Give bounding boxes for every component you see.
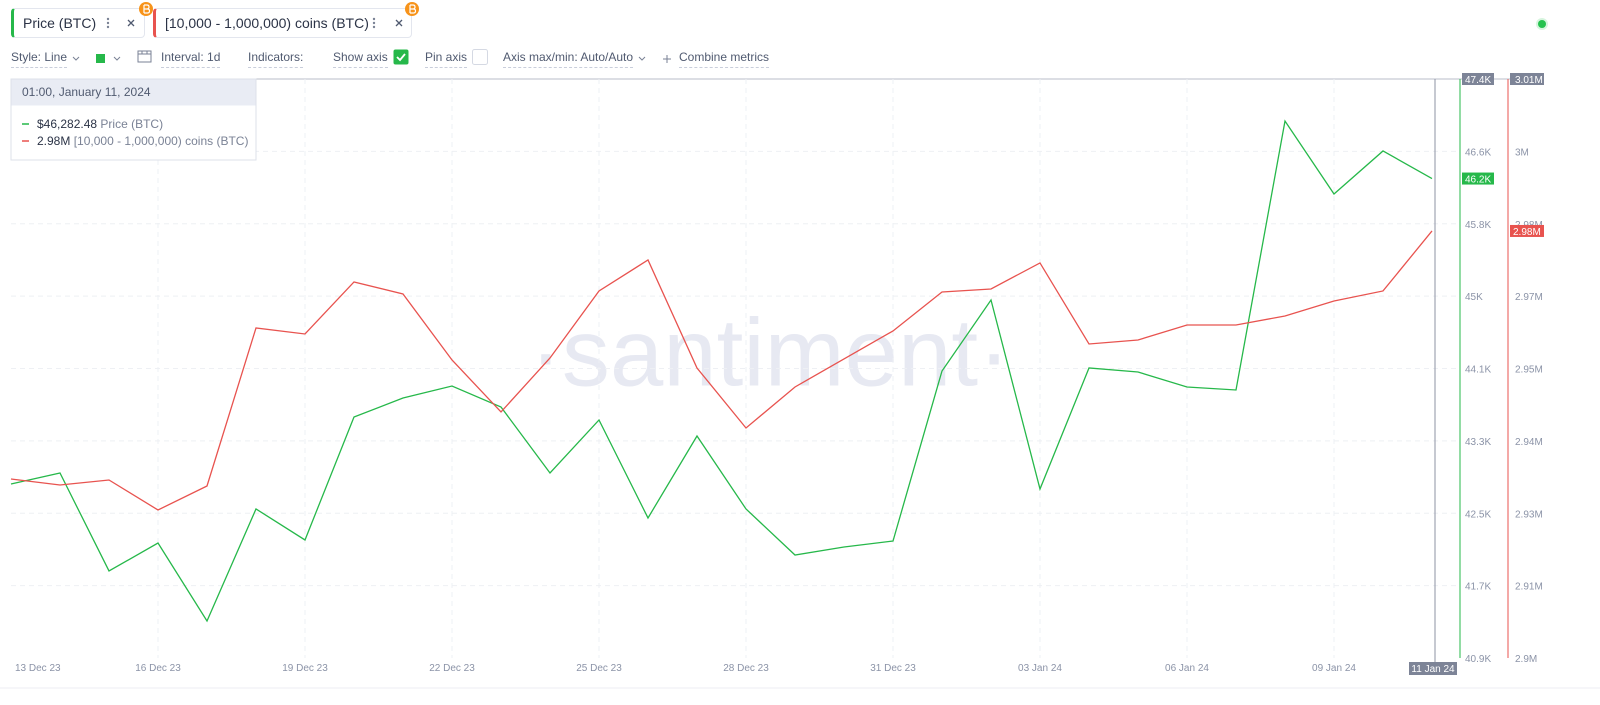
current-value-label: 46.2K (1465, 175, 1491, 186)
y2-tick-label: 3.01M (1515, 75, 1543, 86)
x-tick-label: 13 Dec 23 (15, 663, 61, 674)
current-value-badge (1462, 172, 1494, 185)
x-tick-label: 03 Jan 24 (1018, 663, 1062, 674)
y-tick-label: 44.1K (1465, 365, 1491, 376)
y2-tick-label: 2.97M (1515, 292, 1543, 303)
y2-tick-label: 2.91M (1515, 582, 1543, 593)
x-tick-label: 19 Dec 23 (282, 663, 328, 674)
show-axis-toggle[interactable]: Show axis (333, 50, 388, 68)
y2-tick-label: 2.93M (1515, 509, 1543, 520)
metric-tab-label: Price (BTC) (23, 15, 97, 31)
tooltip: 01:00, January 11, 2024 $46,282.48 Price … (10, 78, 257, 161)
y-tick-label: 40.9K (1465, 654, 1491, 665)
tooltip-header (11, 79, 256, 106)
x-tick-label: 09 Jan 24 (1312, 663, 1356, 674)
bitcoin-badge (405, 2, 419, 16)
x-tick-label: 11 Jan 24 (1411, 664, 1455, 675)
current-value-badge (1510, 224, 1544, 237)
x-cursor-badge (1409, 662, 1457, 675)
show-axis-checkbox[interactable] (393, 49, 409, 65)
tooltip-item: $46,282.48 Price (BTC) (37, 117, 163, 131)
current-value-label: 2.98M (1513, 227, 1541, 238)
x-tick-label: 25 Dec 23 (576, 663, 622, 674)
pin-axis-toggle[interactable]: Pin axis (425, 50, 468, 68)
metric-tab-label: [10,000 - 1,000,000) coins (BTC) (165, 15, 369, 31)
metric-tab[interactable]: Price (BTC) (11, 2, 153, 38)
x-tick-label: 28 Dec 23 (723, 663, 769, 674)
y-tick-label: 43.3K (1465, 437, 1491, 448)
tab-icons (106, 17, 135, 29)
series-line (10, 119, 1433, 623)
tooltip-title: 01:00, January 11, 2024 (22, 85, 151, 99)
tooltip-value: $46,282.48 (37, 117, 97, 131)
y2-tick-label: 2.95M (1515, 365, 1543, 376)
y2-tick-label: 2.94M (1515, 437, 1543, 448)
series-line (10, 230, 1433, 511)
pin-axis-checkbox[interactable] (472, 49, 488, 65)
bitcoin-badge (139, 2, 153, 16)
interval-icon (137, 50, 152, 63)
axis-max-badge (1510, 73, 1544, 85)
y-tick-label: 47.4K (1465, 75, 1491, 86)
style-select[interactable]: Style: Line (11, 50, 68, 68)
y-tick-label: 41.7K (1465, 582, 1491, 593)
tooltip-item: 2.98M [10,000 - 1,000,000) coins (BTC) (37, 134, 248, 148)
y2-tick-label: 3M (1515, 147, 1529, 158)
tooltip-value: 2.98M (37, 134, 70, 148)
toolbar-icons (638, 55, 671, 63)
status-dot (1536, 18, 1548, 30)
x-tick-label: 16 Dec 23 (135, 663, 181, 674)
indicators-select[interactable]: Indicators: (248, 50, 304, 68)
y-tick-label: 45.8K (1465, 220, 1491, 231)
tooltip-series-name: [10,000 - 1,000,000) coins (BTC) (74, 134, 249, 148)
tooltip-series-name: Price (BTC) (100, 117, 163, 131)
y-tick-label: 45K (1465, 292, 1483, 303)
interval-select[interactable]: Interval: 1d (161, 50, 221, 68)
y-tick-label: 42.5K (1465, 509, 1491, 520)
metric-tab[interactable]: [10,000 - 1,000,000) coins (BTC) (153, 2, 419, 38)
tab-icons (372, 17, 403, 29)
x-tick-label: 06 Jan 24 (1165, 663, 1209, 674)
combine-metrics[interactable]: Combine metrics (679, 50, 770, 68)
toolbar-icons (72, 54, 121, 63)
axis-max-badge (1462, 73, 1494, 85)
x-tick-label: 22 Dec 23 (429, 663, 475, 674)
watermark: ·santiment· (530, 299, 1010, 406)
x-tick-label: 31 Dec 23 (870, 663, 916, 674)
y2-tick-label: 2.9M (1515, 654, 1537, 665)
y-tick-label: 46.6K (1465, 147, 1491, 158)
axis-maxmin-select[interactable]: Axis max/min: Auto/Auto (503, 50, 634, 68)
